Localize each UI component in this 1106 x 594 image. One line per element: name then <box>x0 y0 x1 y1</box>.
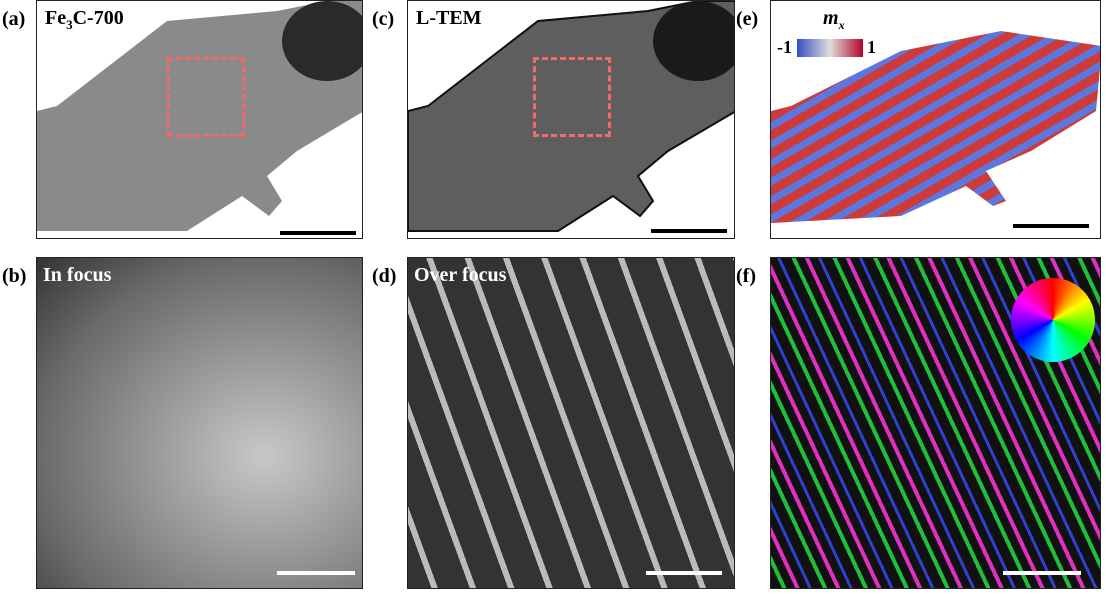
panel-d-label: (d) <box>372 265 397 287</box>
panel-b-label: (b) <box>2 265 27 287</box>
region-of-interest <box>533 57 611 137</box>
panel-b-image: In focus <box>36 257 363 589</box>
panel-d-title: Over focus <box>414 264 507 286</box>
panel-a-title: Fe3C-700 <box>43 7 126 33</box>
scale-bar <box>646 571 722 575</box>
scale-bar <box>651 229 727 233</box>
scale-bar <box>1013 224 1089 228</box>
colorbar-title: mx <box>823 7 845 32</box>
panel-a-label: (a) <box>2 8 26 30</box>
colorbar-min: -1 <box>777 37 792 57</box>
panel-c-image: L-TEM <box>407 0 735 239</box>
sample-silhouette <box>408 1 734 232</box>
colorbar <box>797 39 863 57</box>
panel-e-label: (e) <box>736 8 759 30</box>
panel-f-label: (f) <box>736 265 756 287</box>
panel-f-image <box>770 257 1101 589</box>
scale-bar <box>1003 571 1081 575</box>
magnetization-map <box>771 31 1100 223</box>
color-wheel-legend <box>1011 278 1095 362</box>
colorbar-max: 1 <box>867 37 876 57</box>
panel-b-title: In focus <box>43 264 112 286</box>
panel-e-image: mx -1 1 <box>770 0 1101 239</box>
sample-silhouette <box>37 1 362 231</box>
panel-a-image: Fe3C-700 <box>36 0 363 239</box>
scale-bar <box>280 231 356 235</box>
scale-bar <box>277 571 355 575</box>
panel-c-title: L-TEM <box>414 7 484 30</box>
panel-c-label: (c) <box>372 8 395 30</box>
panel-d-image: Over focus <box>407 257 735 589</box>
region-of-interest <box>167 57 245 137</box>
